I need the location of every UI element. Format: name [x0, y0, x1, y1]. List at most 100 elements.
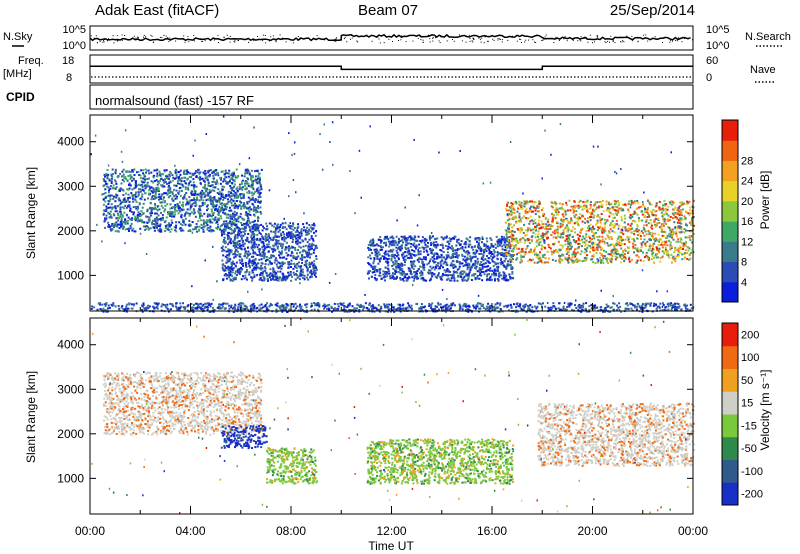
echo-cell — [313, 264, 316, 267]
echo-cell — [116, 223, 119, 226]
echo-cell — [289, 273, 292, 276]
echo-cell — [118, 199, 121, 202]
echo-cell — [230, 251, 233, 254]
echo-cell — [588, 241, 591, 243]
echo-cell — [415, 245, 418, 248]
echo-cell — [645, 251, 648, 254]
echo-cell — [295, 240, 297, 243]
echo-cell — [259, 183, 262, 186]
echo-cell — [142, 225, 145, 228]
echo-cell — [310, 245, 313, 247]
echo-cell — [290, 233, 292, 236]
noise-search-dot — [235, 38, 237, 39]
noise-search-dot — [542, 39, 544, 41]
echo-cell — [587, 217, 589, 220]
echo-cell — [685, 203, 688, 206]
echo-cell — [389, 236, 392, 239]
echo-cell — [105, 172, 108, 175]
echo-cell — [482, 253, 485, 256]
echo-cell — [603, 223, 606, 226]
echo-cell — [279, 262, 281, 265]
echo-cell — [449, 238, 452, 240]
echo-cell — [380, 239, 383, 242]
cpid-panel — [89, 84, 694, 110]
echo-cell — [303, 278, 306, 281]
echo-cell — [204, 220, 207, 223]
echo-cell — [220, 192, 223, 195]
echo-cell — [394, 272, 396, 275]
echo-cell — [181, 219, 184, 222]
echo-cell — [198, 212, 201, 215]
echo-cell — [469, 268, 472, 271]
echo-cell — [208, 169, 211, 172]
echo-cell — [283, 256, 286, 259]
echo-cell — [379, 249, 382, 251]
echo-cell — [497, 253, 499, 256]
echo-cell — [489, 269, 492, 272]
echo-cell — [442, 238, 445, 241]
echo-cell — [127, 175, 130, 177]
echo-cell — [383, 242, 386, 245]
noise-search-dot — [541, 39, 543, 41]
echo-cell — [310, 263, 312, 266]
echo-cell — [121, 179, 124, 181]
echo-cell — [204, 174, 207, 177]
echo-cell — [427, 262, 430, 265]
echo-cell — [604, 230, 607, 232]
echo-cell — [225, 250, 228, 253]
echo-cell — [401, 268, 404, 271]
echo-cell — [622, 239, 625, 241]
echo-cell — [439, 244, 442, 246]
echo-cell — [241, 205, 244, 208]
echo-cell — [226, 254, 229, 257]
echo-cell — [561, 213, 564, 216]
echo-cell — [446, 241, 449, 243]
echo-cell — [281, 247, 284, 250]
noise-search-dot — [335, 38, 337, 40]
echo-cell — [184, 186, 187, 189]
echo-cell — [661, 256, 664, 258]
echo-cell — [619, 244, 622, 247]
echo-cell — [253, 243, 255, 246]
echo-cell — [144, 225, 147, 228]
echo-cell — [527, 260, 530, 263]
echo-cell — [182, 205, 185, 208]
echo-cell — [260, 279, 263, 282]
echo-cell — [161, 173, 164, 175]
echo-cell — [245, 206, 248, 209]
echo-cell — [627, 208, 630, 211]
echo-cell — [249, 229, 251, 232]
echo-cell — [131, 195, 134, 197]
echo-cell — [219, 215, 222, 218]
echo-cell — [126, 188, 129, 191]
echo-cell — [249, 266, 251, 269]
echo-cell — [606, 257, 609, 260]
echo-cell — [107, 173, 110, 176]
echo-cell — [557, 240, 560, 243]
echo-cell — [676, 240, 679, 243]
echo-cell — [575, 217, 578, 220]
echo-cell — [132, 213, 135, 216]
echo-cell — [257, 189, 260, 192]
echo-cell — [589, 239, 592, 242]
echo-cell — [232, 216, 235, 218]
echo-cell — [248, 172, 251, 175]
echo-cell — [228, 180, 231, 183]
echo-cell — [521, 260, 523, 263]
echo-cell — [413, 254, 416, 256]
echo-cell — [633, 240, 636, 242]
echo-cell — [222, 211, 225, 214]
echo-cell — [308, 243, 311, 246]
echo-cell — [660, 228, 663, 231]
echo-cell — [158, 170, 161, 173]
echo-cell — [191, 174, 194, 177]
echo-cell — [500, 257, 503, 260]
noise-search-dot — [335, 40, 337, 42]
echo-cell — [263, 245, 266, 248]
echo-cell — [262, 255, 265, 258]
echo-cell — [384, 236, 387, 239]
echo-cell — [378, 258, 381, 261]
echo-cell — [599, 246, 602, 249]
echo-cell — [235, 274, 238, 276]
echo-cell — [384, 266, 387, 269]
